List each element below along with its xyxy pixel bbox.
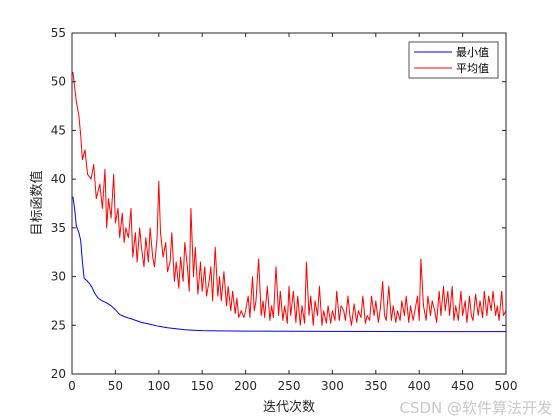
x-tick-label: 350 <box>364 379 387 393</box>
legend: 最小值 平均值 <box>408 41 499 79</box>
y-tick-label: 35 <box>51 221 66 235</box>
y-tick-label: 40 <box>51 172 66 186</box>
x-tick-label: 400 <box>408 379 431 393</box>
x-tick-label: 200 <box>234 379 257 393</box>
watermark: CSDN @软件算法开发 <box>399 399 552 417</box>
ticks-layer: 0 50 100 150 200 250 300 350 400 450 500 20 25 30 35 40… <box>51 26 518 393</box>
plot-area <box>72 33 506 374</box>
legend-label-avg: 平均值 <box>456 62 489 75</box>
y-axis-label: 目标函数值 <box>29 170 45 235</box>
y-tick-label: 45 <box>51 123 66 137</box>
legend-box <box>408 41 499 79</box>
y-tick-label: 55 <box>51 26 66 40</box>
series-line-min <box>72 196 506 333</box>
y-tick-label: 20 <box>51 367 66 381</box>
series-line-avg <box>72 71 507 326</box>
y-tick-label: 30 <box>51 270 66 284</box>
x-tick-label: 0 <box>68 379 76 393</box>
x-tick-label: 300 <box>321 379 344 393</box>
x-axis-label: 迭代次数 <box>263 399 315 415</box>
y-tick-label: 25 <box>51 318 66 332</box>
x-tick-label: 150 <box>191 379 214 393</box>
legend-label-min: 最小值 <box>456 46 489 59</box>
x-tick-label: 50 <box>108 379 123 393</box>
x-tick-label: 100 <box>147 379 170 393</box>
x-tick-label: 450 <box>451 379 474 393</box>
series-layer <box>72 71 507 333</box>
y-tick-label: 50 <box>51 75 66 89</box>
x-tick-label: 500 <box>495 379 518 393</box>
x-tick-label: 250 <box>278 379 301 393</box>
